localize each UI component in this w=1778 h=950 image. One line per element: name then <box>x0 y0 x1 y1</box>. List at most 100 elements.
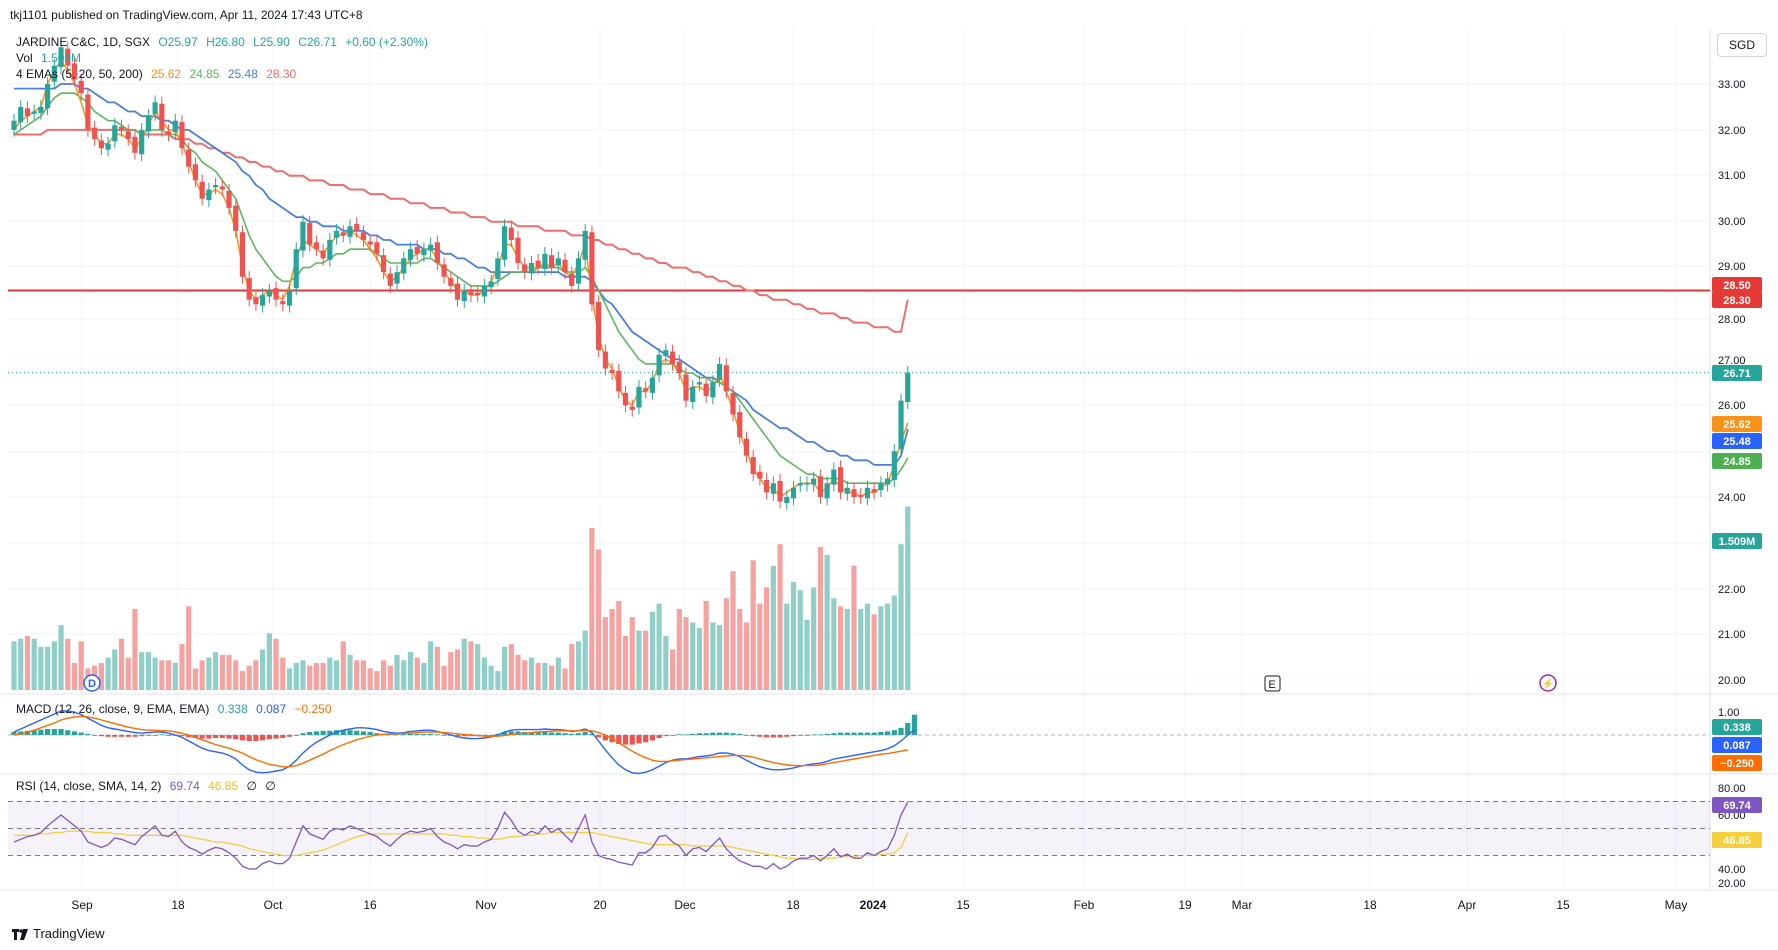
volume-bar <box>831 598 837 690</box>
volume-bar <box>589 528 595 690</box>
rsi-legend[interactable]: RSI (14, close, SMA, 14, 2) 69.74 46.85 … <box>16 779 281 793</box>
currency-button[interactable]: SGD <box>1717 33 1767 57</box>
candle-body <box>139 129 145 155</box>
candle-body <box>622 392 629 406</box>
volume-bar <box>730 571 736 690</box>
volume-bar <box>898 544 904 690</box>
macd-hist-bar <box>535 732 541 735</box>
ohlc-open: O25.97 <box>158 35 198 49</box>
macd-hist-bar <box>737 733 743 735</box>
volume-bar <box>132 609 138 690</box>
volume-bar <box>179 644 185 690</box>
symbol-legend[interactable]: JARDINE C&C, 1D, SGX O25.97 H26.80 L25.9… <box>16 35 433 49</box>
volume-bar <box>253 660 259 690</box>
candle-body <box>475 292 481 296</box>
volume-bar <box>817 546 823 690</box>
candle-body <box>132 136 138 153</box>
macd-hist-bar <box>192 735 199 738</box>
candle-body <box>434 242 440 263</box>
candle-body <box>78 80 84 94</box>
price-tick-label: 27.00 <box>1718 355 1746 367</box>
candle-body <box>535 260 541 268</box>
candle-body <box>441 264 447 277</box>
x-axis-label: 19 <box>1178 898 1192 912</box>
volume-bar <box>750 560 756 690</box>
macd-hist-bar <box>253 735 259 741</box>
candle-body <box>293 249 299 289</box>
ema20-badge-text: 24.85 <box>1723 456 1751 468</box>
macd-hist-bar <box>811 734 817 736</box>
candle-body <box>696 382 703 385</box>
rsi-line <box>13 801 909 870</box>
macd-label: MACD (12, 26, close, 9, EMA, EMA) <box>16 702 210 716</box>
macd-hist-bar <box>757 735 763 737</box>
macd-hist-bar <box>186 735 192 738</box>
macd-hist-bar <box>327 730 333 735</box>
x-axis-label: 2024 <box>860 898 887 912</box>
candle-body <box>649 377 655 393</box>
macd-hist-bar <box>233 735 239 740</box>
candle-body <box>501 226 508 260</box>
candle-body <box>737 412 743 438</box>
ema-legend[interactable]: 4 EMAs (5, 20, 50, 200) 25.62 24.85 25.4… <box>16 67 301 81</box>
candle-body <box>360 232 367 241</box>
volume-bar <box>374 671 380 690</box>
candle-body <box>219 186 225 190</box>
volume-bar <box>65 638 71 690</box>
macd-hist-bar <box>118 735 125 737</box>
volume-bar <box>24 636 31 690</box>
macd-hist-bar <box>78 732 84 735</box>
rsi-extra-2: ∅ <box>265 779 276 793</box>
macd-hist-bar <box>394 734 400 736</box>
macd-hist-bar <box>125 735 131 737</box>
macd-hist-bar <box>24 730 31 735</box>
candle-body <box>871 489 877 493</box>
macd-hist-bar <box>347 730 353 735</box>
candle-body <box>92 127 98 140</box>
volume-bar <box>347 654 353 690</box>
candle-body <box>387 273 393 286</box>
volume-bar <box>891 595 897 690</box>
macd-hist-bar <box>690 733 696 735</box>
macd-line <box>13 710 915 775</box>
volume-bar <box>206 657 212 690</box>
ema200-line <box>14 128 909 333</box>
candle-body <box>575 258 582 284</box>
volume-bar <box>327 657 333 690</box>
volume-bar <box>885 603 891 690</box>
ema200-badge-text: 28.30 <box>1723 295 1751 307</box>
macd-hist-bar <box>340 730 346 735</box>
ema5-value: 25.62 <box>151 67 182 81</box>
candle-body <box>797 483 803 486</box>
macd-hist-bar <box>260 735 266 741</box>
macd-hist-bar <box>159 734 165 736</box>
candle-body <box>878 483 884 491</box>
macd-signal-value: −0.250 <box>294 702 332 716</box>
candle-body <box>38 106 44 113</box>
candle-body <box>401 258 407 274</box>
macd-legend[interactable]: MACD (12, 26, close, 9, EMA, EMA) 0.338 … <box>16 702 337 716</box>
volume-bar <box>790 582 797 690</box>
candle-body <box>307 223 313 245</box>
candle-body <box>159 103 165 130</box>
macd-hist-bar <box>683 734 689 736</box>
price-tick-label: 26.00 <box>1718 400 1746 412</box>
candle-body <box>454 283 461 300</box>
candle-body <box>717 363 723 380</box>
volume-bar <box>333 660 340 690</box>
candle-body <box>367 241 373 245</box>
volume-bar <box>381 660 387 690</box>
macd-hist-bar <box>313 731 319 735</box>
macd-hist-bar <box>636 735 642 744</box>
macd-hist-bar <box>643 735 649 743</box>
volume-bar <box>401 660 407 690</box>
volume-bar <box>280 657 286 690</box>
candle-body <box>790 487 797 499</box>
volume-bar <box>501 646 508 690</box>
volume-legend[interactable]: Vol 1.509M <box>16 51 86 65</box>
macd-hist-bar <box>905 723 911 735</box>
volume-bar <box>11 641 17 690</box>
macd-hist-bar <box>239 735 246 741</box>
volume-bar <box>582 630 588 690</box>
